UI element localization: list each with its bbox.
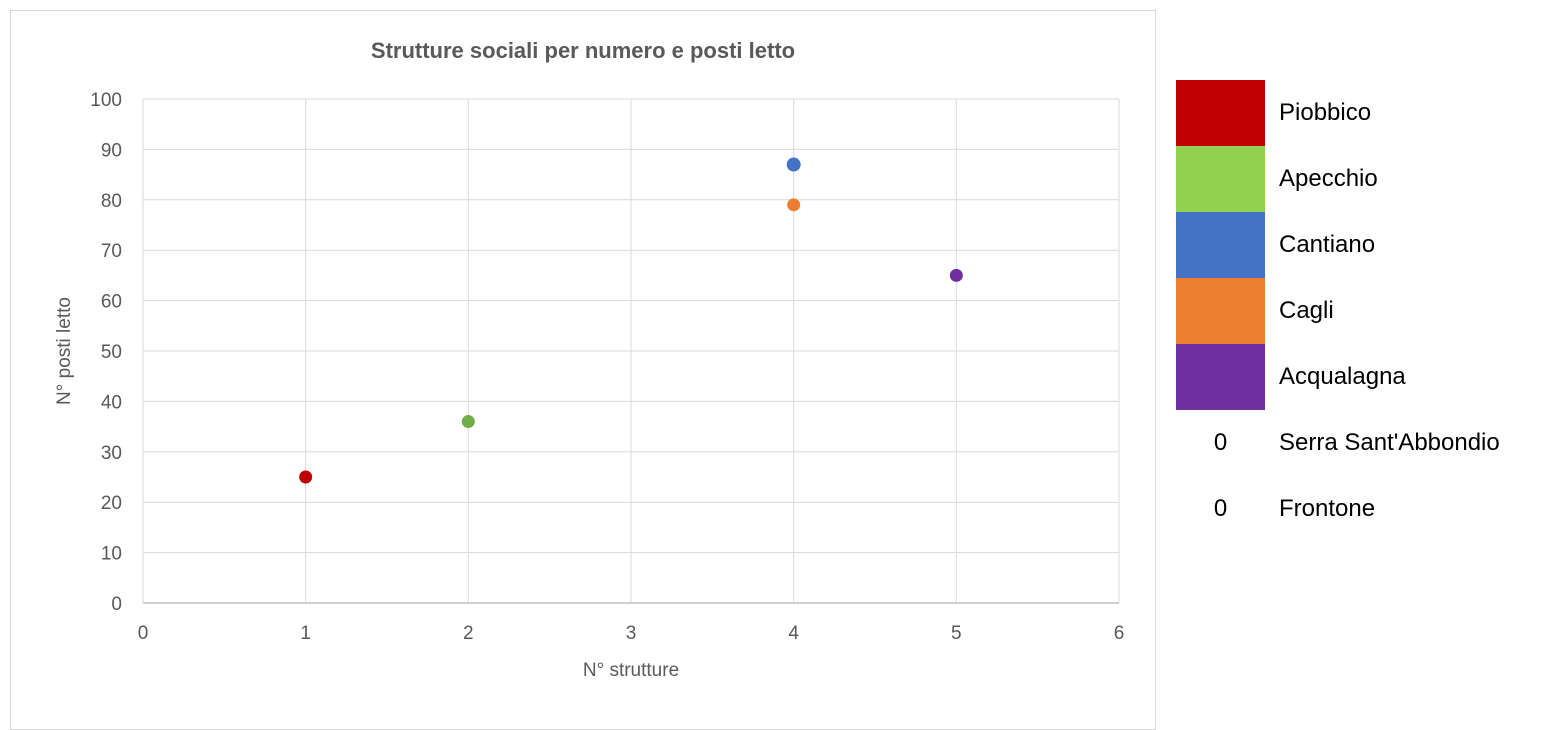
legend-row: Piobbico (1176, 80, 1500, 146)
legend-swatch (1176, 212, 1265, 278)
legend-label: Cagli (1279, 297, 1334, 324)
legend-swatch (1176, 146, 1265, 212)
gridlines (143, 98, 1120, 603)
legend-swatch (1176, 344, 1265, 410)
x-tick-label: 4 (788, 623, 799, 644)
x-tick-label: 3 (626, 623, 637, 644)
axes (142, 99, 1119, 604)
tick-labels: 0 10 20 30 40 50 60 70 80 90 100 0 1 2 3 4 5 6 (90, 90, 1124, 644)
y-tick-label: 30 (101, 443, 122, 464)
legend-row: Acqualagna (1176, 344, 1500, 410)
data-point-acqualagna (949, 268, 963, 282)
x-tick-label: 5 (951, 623, 962, 644)
y-tick-label: 50 (101, 342, 122, 363)
y-tick-label: 80 (101, 191, 122, 212)
y-tick-label: 70 (101, 241, 122, 262)
x-tick-label: 6 (1114, 623, 1125, 644)
chart-area (10, 10, 1156, 730)
legend-label: Frontone (1279, 495, 1376, 522)
legend-row: Cagli (1176, 278, 1500, 344)
scatter-chart: Strutture sociali per numero e posti let… (54, 38, 1124, 681)
legend-value: 0 (1213, 429, 1228, 456)
data-point-cagli (787, 198, 801, 212)
x-tick-label: 0 (138, 623, 149, 644)
chart-title: Strutture sociali per numero e posti let… (371, 38, 795, 63)
legend-value: 0 (1213, 495, 1228, 522)
legend-label: Cantiano (1279, 231, 1376, 258)
legend-swatch (1176, 80, 1265, 146)
x-tick-label: 2 (463, 623, 474, 644)
y-tick-label: 40 (101, 392, 122, 413)
x-tick-label: 1 (300, 623, 311, 644)
legend-label: Acqualagna (1279, 363, 1406, 390)
data-point-piobbico (299, 470, 313, 484)
data-point-cantiano (786, 157, 801, 172)
legend-row: 0 Frontone (1176, 476, 1500, 542)
legend-label: Piobbico (1279, 99, 1372, 126)
data-points (299, 157, 963, 484)
x-axis-title: N° strutture (583, 660, 679, 681)
legend-table: Piobbico Apecchio Cantiano Cagli Acqualagna 0… (1176, 80, 1500, 542)
legend-label: Serra Sant'Abbondio (1279, 429, 1500, 456)
legend-label: Apecchio (1279, 165, 1378, 192)
y-tick-label: 90 (101, 140, 122, 161)
legend-row: Apecchio (1176, 146, 1500, 212)
legend-row: Cantiano (1176, 212, 1500, 278)
y-tick-label: 10 (101, 544, 122, 565)
data-point-apecchio (461, 415, 475, 429)
legend-swatch (1176, 278, 1265, 344)
y-tick-label: 20 (101, 493, 122, 514)
legend-row: 0 Serra Sant'Abbondio (1176, 410, 1500, 476)
y-tick-label: 60 (101, 292, 122, 313)
y-axis-title: N° posti letto (54, 297, 75, 405)
y-tick-label: 100 (90, 90, 122, 111)
y-tick-label: 0 (111, 594, 122, 615)
